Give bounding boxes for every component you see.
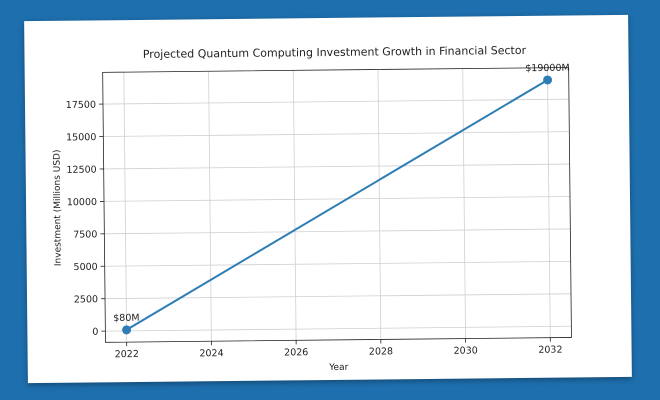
x-gridline — [462, 68, 466, 339]
y-gridline — [104, 196, 570, 202]
line-chart: Projected Quantum Computing Investment G… — [52, 44, 572, 373]
x-gridline — [292, 70, 297, 341]
y-tick-label: 10000 — [67, 197, 97, 208]
y-tick-label: 15000 — [66, 132, 96, 143]
x-tick-label: 2028 — [369, 346, 393, 357]
x-tick-label: 2030 — [454, 345, 478, 356]
y-gridline — [103, 163, 570, 170]
x-axis: 2022 2024 2026 2028 2030 2032 — [115, 337, 563, 360]
data-label: $19000M — [525, 63, 570, 74]
x-tick-label: 2026 — [284, 347, 308, 358]
data-point — [543, 75, 553, 85]
x-tick-label: 2024 — [199, 348, 223, 359]
y-tick-label: 12500 — [66, 165, 96, 176]
y-gridline — [104, 228, 571, 235]
x-gridline — [377, 69, 382, 340]
annotations: $80M $19000M — [113, 63, 570, 324]
y-axis: 0 2500 5000 7500 10000 12500 15000 17500 — [66, 100, 106, 338]
x-tick-label: 2022 — [115, 349, 139, 360]
chart-title: Projected Quantum Computing Investment G… — [143, 44, 527, 61]
y-tick-label: 7500 — [73, 229, 97, 240]
y-gridline — [102, 98, 569, 105]
x-gridline — [547, 67, 551, 338]
y-tick-label: 5000 — [73, 262, 97, 273]
y-gridline — [105, 325, 572, 332]
plot-area — [102, 67, 572, 343]
y-gridline — [105, 293, 572, 300]
x-gridline — [123, 72, 128, 343]
series-layer — [122, 75, 553, 335]
data-point — [122, 325, 132, 335]
data-label: $80M — [113, 313, 139, 324]
x-axis-label: Year — [328, 363, 348, 373]
y-gridline — [103, 131, 570, 137]
y-tick-label: 17500 — [66, 100, 96, 111]
y-tick-label: 2500 — [74, 294, 98, 305]
y-tick-label: 0 — [92, 327, 98, 338]
series-line — [126, 79, 549, 331]
y-gridline — [104, 260, 571, 267]
y-axis-label: Investment (Millions USD) — [52, 149, 63, 266]
x-gridline — [208, 71, 212, 342]
grid — [102, 67, 572, 343]
chart-card: Projected Quantum Computing Investment G… — [24, 14, 632, 384]
x-tick-label: 2032 — [538, 345, 562, 356]
